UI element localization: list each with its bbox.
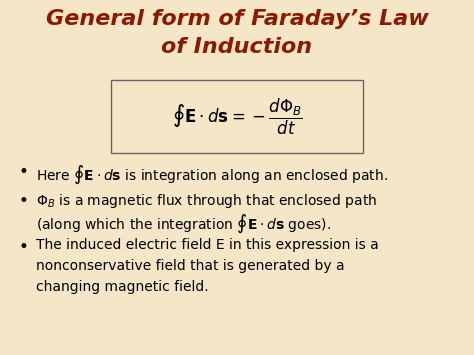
Text: General form of Faraday’s Law: General form of Faraday’s Law (46, 9, 428, 29)
Text: •: • (18, 163, 28, 181)
Text: $\oint \mathbf{E} \cdot d\mathbf{s} = -\dfrac{d\Phi_B}{dt}$: $\oint \mathbf{E} \cdot d\mathbf{s} = -\… (172, 96, 302, 137)
Text: •: • (18, 238, 28, 256)
Text: changing magnetic field.: changing magnetic field. (36, 280, 208, 294)
FancyBboxPatch shape (111, 80, 363, 153)
Text: Here $\oint \mathbf{E} \cdot d\mathbf{s}$ is integration along an enclosed path.: Here $\oint \mathbf{E} \cdot d\mathbf{s}… (36, 163, 388, 186)
Text: (along which the integration $\oint \mathbf{E} \cdot d\mathbf{s}$ goes).: (along which the integration $\oint \mat… (36, 213, 331, 235)
Text: $\Phi_B$ is a magnetic flux through that enclosed path: $\Phi_B$ is a magnetic flux through that… (36, 192, 377, 210)
Text: •: • (18, 192, 28, 210)
Text: nonconservative field that is generated by a: nonconservative field that is generated … (36, 259, 344, 273)
Text: The induced electric field E in this expression is a: The induced electric field E in this exp… (36, 238, 378, 252)
Text: of Induction: of Induction (162, 37, 312, 57)
